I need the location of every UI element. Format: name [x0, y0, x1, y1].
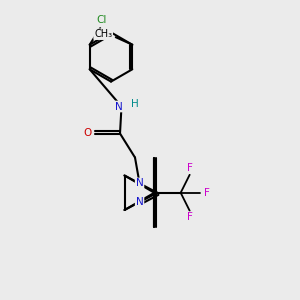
Text: N: N [136, 178, 143, 188]
Text: N: N [136, 197, 143, 207]
Text: F: F [204, 188, 210, 198]
Text: O: O [84, 128, 92, 139]
Text: F: F [187, 163, 193, 173]
Text: N: N [115, 101, 123, 112]
Text: H: H [130, 99, 138, 109]
Text: CH₃: CH₃ [94, 29, 112, 39]
Text: Cl: Cl [97, 15, 107, 25]
Text: F: F [187, 212, 193, 222]
